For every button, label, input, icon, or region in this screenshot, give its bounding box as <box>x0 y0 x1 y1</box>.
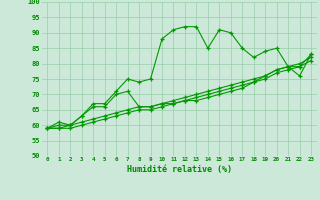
X-axis label: Humidité relative (%): Humidité relative (%) <box>127 165 232 174</box>
